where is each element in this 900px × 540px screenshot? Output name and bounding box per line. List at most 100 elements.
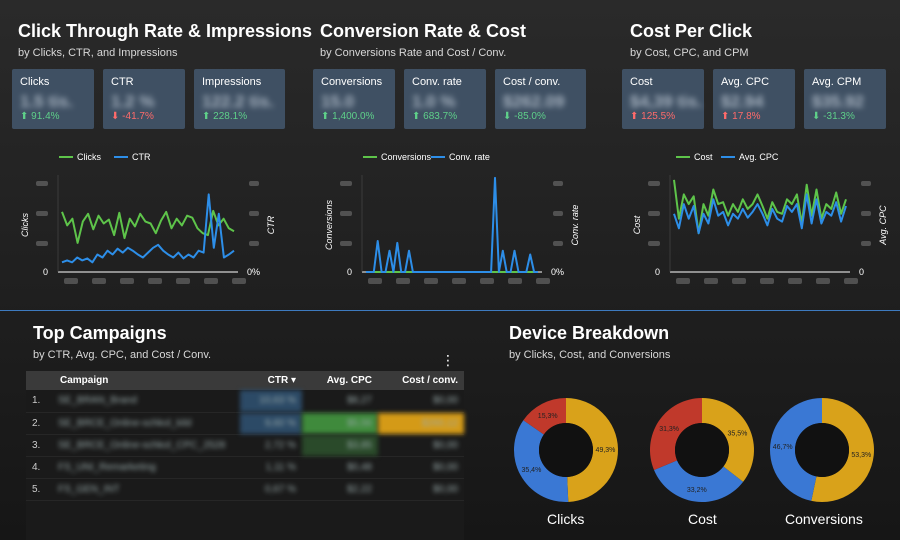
donut-clicks[interactable]: 49,3% 35,4% 15,3% <box>514 398 619 502</box>
campaigns-table: Campaign CTR ▾ Avg. CPC Cost / conv. 1. S… <box>26 371 464 540</box>
section-subtitle: by CTR, Avg. CPC, and Cost / Conv. <box>33 349 212 361</box>
cell-ctr: 0,67 % <box>240 478 302 501</box>
slice-label: 31,3% <box>659 426 679 433</box>
cell-name: SE_BRCE_Online-schkol_kild <box>52 412 240 435</box>
table-row[interactable]: 2. SE_BRCE_Online-schkol_kild 9,60 % $5,56 $… <box>26 412 464 435</box>
kpi-ctr[interactable]: CTR 1.2 % ⬇ -41.7% <box>103 69 185 129</box>
kpi-cost[interactable]: Cost $4,39 tis. ⬆ 125.5% <box>622 69 704 129</box>
series-line-ctr <box>61 193 235 264</box>
section-subtitle: by Conversions Rate and Cost / Conv. <box>320 47 507 59</box>
kpi-label: Avg. CPC <box>721 76 770 88</box>
cell-idx: 5. <box>26 478 52 501</box>
donut-slice <box>770 398 822 501</box>
kpi-value: $2.94 <box>721 92 764 111</box>
table-row[interactable]: 3. SE_BRCE_Online-schkol_CPC_2528 2,72 % $3… <box>26 434 464 457</box>
series-line-clicks <box>61 209 235 244</box>
kpi-delta: ⬆ 125.5% <box>630 111 676 122</box>
donut-cost[interactable]: 35,5% 33,2% 31,3% <box>650 398 755 502</box>
kpi-value: $35.92 <box>812 92 864 111</box>
kpi-delta: ⬆ 1,400.0% <box>321 111 375 122</box>
donut-slice <box>650 398 702 471</box>
kpi-delta: ⬆ 17.8% <box>721 111 761 122</box>
kpi-delta: ⬆ 91.4% <box>20 111 60 122</box>
donut-conversions[interactable]: 53,3% 46,7% <box>770 398 874 502</box>
kpi-delta: ⬇ -41.7% <box>111 111 154 122</box>
slice-label: 35,4% <box>521 467 541 474</box>
kpi-avg-cpm[interactable]: Avg. CPM $35.92 ⬇ -31.3% <box>804 69 886 129</box>
kpi-delta: ⬆ 228.1% <box>202 111 248 122</box>
table-header-row: Campaign CTR ▾ Avg. CPC Cost / conv. <box>26 371 464 390</box>
cell-idx: 2. <box>26 412 52 435</box>
donut-label-cost: Cost <box>688 511 717 527</box>
cost-cpc-chart: Cost Avg. CPC Cost Avg. CPC 0 0 <box>632 152 888 284</box>
col-ctr[interactable]: CTR ▾ <box>240 371 302 390</box>
y-axis-label-left: Conversions <box>324 199 334 250</box>
y-axis-label-right: CTR <box>266 215 276 234</box>
y-min-left: 0 <box>655 267 660 277</box>
cell-cost: $0,00 <box>378 434 464 457</box>
cell-name: FS_GEN_INT <box>52 478 240 501</box>
kpi-row-3: Cost $4,39 tis. ⬆ 125.5% Avg. CPC $2.94 … <box>622 69 886 129</box>
section-cost-per-click: Cost Per Click by Cost, CPC, and CPM <box>630 21 752 59</box>
slice-label: 15,3% <box>538 413 558 420</box>
kpi-value: $4,39 tis. <box>630 92 702 111</box>
clicks-ctr-chart: Clicks CTR Clicks CTR 0 0% <box>20 152 276 284</box>
legend-label: Cost <box>694 152 713 162</box>
cell-ctr: 9,60 % <box>240 412 302 435</box>
kpi-conversions[interactable]: Conversions 15.0 ⬆ 1,400.0% <box>313 69 395 129</box>
y-min-left: 0 <box>43 267 48 277</box>
legend-label: Avg. CPC <box>739 152 779 162</box>
donut-hole <box>795 423 849 477</box>
section-title: Click Through Rate & Impressions <box>18 21 313 41</box>
series-line-avg-cpc <box>673 193 847 235</box>
y-axis-label-left: Clicks <box>20 213 30 237</box>
top-campaigns-header: Top Campaigns by CTR, Avg. CPC, and Cost… <box>33 323 211 361</box>
device-breakdown-header: Device Breakdown by Clicks, Cost, and Co… <box>509 323 670 361</box>
col-campaign[interactable]: Campaign <box>26 371 240 390</box>
legend-label: Clicks <box>77 152 101 162</box>
kpi-row-2: Conversions 15.0 ⬆ 1,400.0% Conv. rate 1… <box>313 69 586 129</box>
section-conversion-cost: Conversion Rate & Cost by Conversions Ra… <box>320 21 526 59</box>
kpi-conv-rate[interactable]: Conv. rate 1.0 % ⬆ 683.7% <box>404 69 486 129</box>
cell-cost: $0,00 <box>378 456 464 479</box>
table-row[interactable]: 5. FS_GEN_INT 0,67 % $2,22 $0,00 <box>26 478 464 501</box>
table-row[interactable]: 4. FS_UNI_Remarketing 1,11 % $0,48 $0,00 <box>26 456 464 479</box>
table-row[interactable]: 1. SE_BRAN_Brand 10,63 % $8,27 $0,00 <box>26 390 464 413</box>
kpi-label: Clicks <box>20 76 50 88</box>
cell-ctr: 10,63 % <box>240 390 302 413</box>
blurred-ticks <box>340 181 563 284</box>
y-min-right: 0 <box>859 267 864 277</box>
section-title: Conversion Rate & Cost <box>320 21 527 41</box>
kpi-cost-per-conv[interactable]: Cost / conv. $262.09 ⬇ -85.0% <box>495 69 586 129</box>
kpi-label: Cost / conv. <box>503 76 561 88</box>
kpi-value: $262.09 <box>503 92 565 111</box>
kpi-clicks[interactable]: Clicks 1.5 tis. ⬆ 91.4% <box>12 69 94 129</box>
cell-cpc: $0,48 <box>302 456 378 479</box>
slice-label: 46,7% <box>773 444 793 451</box>
col-cost-conv[interactable]: Cost / conv. <box>378 371 464 390</box>
donut-slice <box>654 460 744 502</box>
kpi-avg-cpc[interactable]: Avg. CPC $2.94 ⬆ 17.8% <box>713 69 795 129</box>
kpi-value: 1.0 % <box>412 92 456 111</box>
cell-ctr: 1,11 % <box>240 456 302 479</box>
cell-idx: 3. <box>26 434 52 457</box>
section-divider <box>0 310 900 311</box>
kpi-delta: ⬇ -31.3% <box>812 111 855 122</box>
kpi-delta: ⬆ 683.7% <box>412 111 458 122</box>
section-subtitle: by Cost, CPC, and CPM <box>630 47 749 59</box>
chart-legend: Conversions Conv. rate <box>363 152 490 162</box>
y-axis-label-right: Avg. CPC <box>878 205 888 246</box>
kpi-value: 15.0 <box>321 92 355 111</box>
donut-label-clicks: Clicks <box>547 511 585 527</box>
col-avg-cpc[interactable]: Avg. CPC <box>302 371 378 390</box>
donut-slice <box>566 398 619 502</box>
legend-label: CTR <box>132 152 151 162</box>
chart-legend: Cost Avg. CPC <box>676 152 779 162</box>
series-line-conv-rate <box>366 176 538 273</box>
more-options-icon[interactable]: ⋮ <box>441 352 455 368</box>
series-line-cost <box>673 179 847 235</box>
legend-label: Conversions <box>381 152 432 162</box>
cell-idx: 4. <box>26 456 52 479</box>
kpi-impressions[interactable]: Impressions 122.2 tis. ⬆ 228.1% <box>194 69 285 129</box>
section-title: Top Campaigns <box>33 323 167 343</box>
